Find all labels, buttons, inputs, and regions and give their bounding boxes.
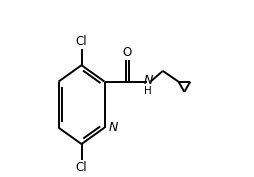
- Text: O: O: [122, 46, 132, 59]
- Text: N: N: [143, 74, 152, 87]
- Text: H: H: [144, 87, 151, 96]
- Text: Cl: Cl: [75, 161, 87, 174]
- Text: N: N: [108, 121, 118, 134]
- Text: Cl: Cl: [75, 35, 87, 48]
